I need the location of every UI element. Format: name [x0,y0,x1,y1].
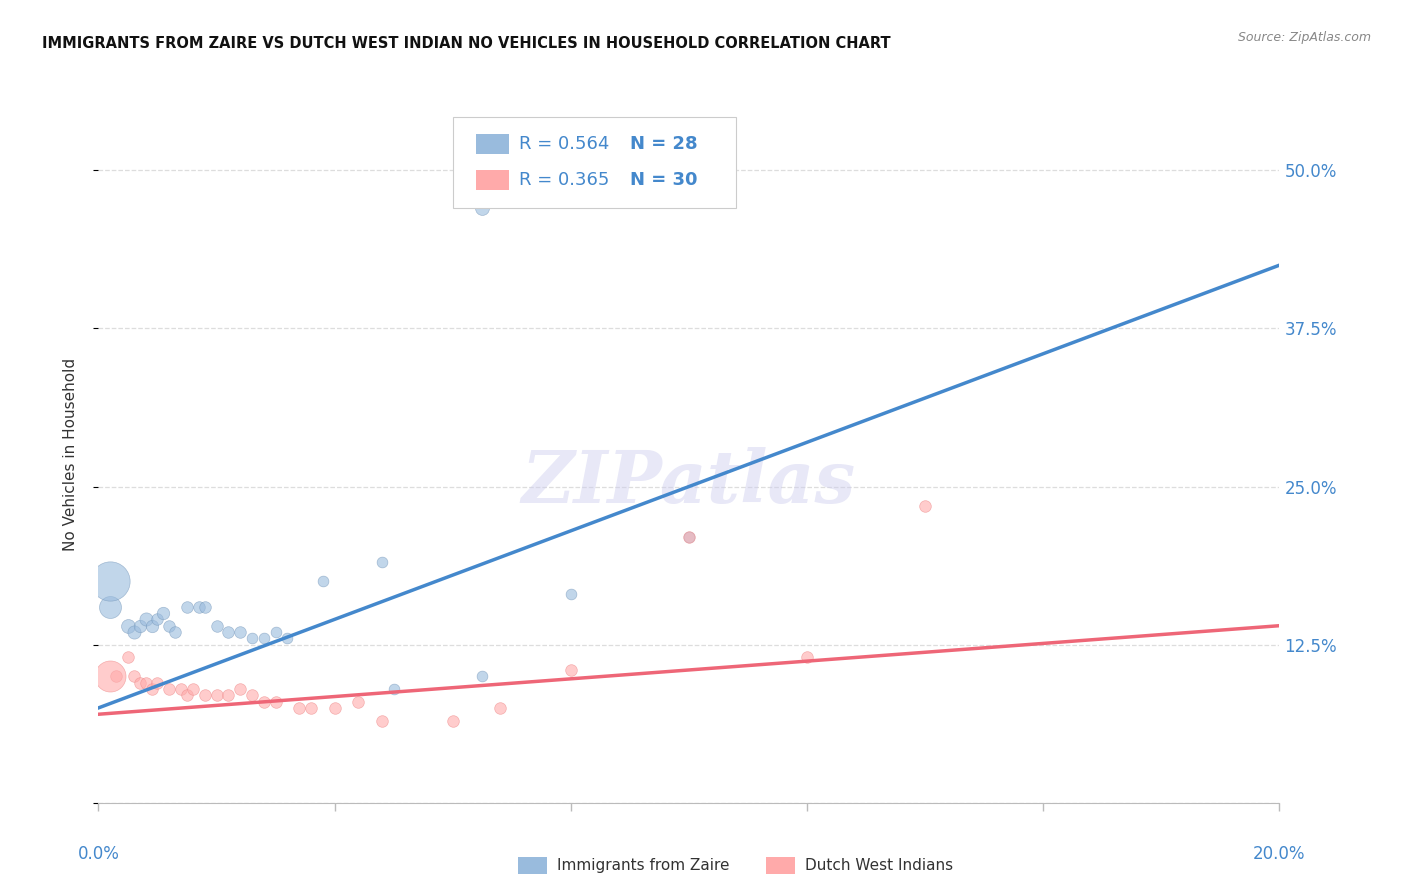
Point [288,701,311,715]
Point [205,618,228,632]
Point [176,599,198,614]
Point [157,618,180,632]
Point [441,714,464,728]
Point [146,612,169,626]
Text: Dutch West Indians: Dutch West Indians [804,858,953,873]
Point [128,618,150,632]
Point [117,650,139,665]
Point [117,618,139,632]
Point [135,612,157,626]
Point [264,625,287,640]
Text: R = 0.365: R = 0.365 [519,171,609,189]
FancyBboxPatch shape [453,118,737,208]
Point [471,201,494,215]
Point [105,669,128,683]
Point [122,669,145,683]
Point [323,701,346,715]
Point [141,618,163,632]
Point [141,681,163,696]
Point [678,530,700,544]
Point [240,688,263,702]
FancyBboxPatch shape [517,857,547,874]
Point [205,688,228,702]
Point [194,688,217,702]
Point [240,632,263,646]
Point [165,625,187,640]
Point [276,632,298,646]
Point [796,650,818,665]
Text: Immigrants from Zaire: Immigrants from Zaire [557,858,730,873]
Point [187,599,209,614]
Point [146,675,169,690]
FancyBboxPatch shape [766,857,796,874]
Point [157,681,180,696]
Text: IMMIGRANTS FROM ZAIRE VS DUTCH WEST INDIAN NO VEHICLES IN HOUSEHOLD CORRELATION : IMMIGRANTS FROM ZAIRE VS DUTCH WEST INDI… [42,36,891,51]
Point [98,599,121,614]
Point [678,530,700,544]
Point [217,688,239,702]
Point [122,625,145,640]
Point [253,632,276,646]
Point [229,625,252,640]
Text: 0.0%: 0.0% [77,845,120,863]
Point [347,695,370,709]
Point [170,681,193,696]
Y-axis label: No Vehicles in Household: No Vehicles in Household [63,359,77,551]
Point [489,701,512,715]
Point [914,499,936,513]
Point [264,695,287,709]
Point [371,714,394,728]
Point [152,606,174,620]
Point [371,556,394,570]
Text: N = 30: N = 30 [630,171,697,189]
Text: 20.0%: 20.0% [1253,845,1306,863]
FancyBboxPatch shape [477,170,509,190]
Point [194,599,217,614]
Point [560,663,582,677]
Point [98,669,121,683]
Point [98,574,121,589]
Point [135,675,157,690]
Point [299,701,322,715]
Point [217,625,239,640]
Point [560,587,582,601]
Text: N = 28: N = 28 [630,135,697,153]
Point [181,681,204,696]
Text: ZIPatlas: ZIPatlas [522,447,856,518]
Text: Source: ZipAtlas.com: Source: ZipAtlas.com [1237,31,1371,45]
Point [382,681,405,696]
Point [253,695,276,709]
Point [471,669,494,683]
Text: R = 0.564: R = 0.564 [519,135,609,153]
Point [176,688,198,702]
Point [128,675,150,690]
Point [312,574,335,589]
FancyBboxPatch shape [477,134,509,153]
Point [229,681,252,696]
